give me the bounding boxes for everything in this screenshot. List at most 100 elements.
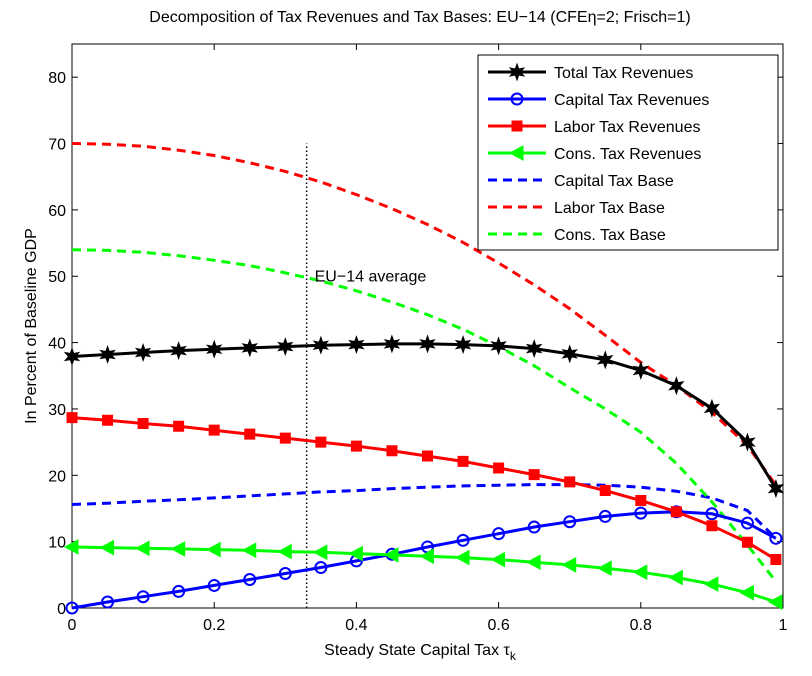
marker bbox=[99, 344, 116, 364]
marker bbox=[241, 338, 259, 358]
marker bbox=[741, 536, 753, 548]
marker bbox=[526, 554, 541, 571]
marker bbox=[598, 509, 612, 523]
y-tick-label: 20 bbox=[48, 468, 66, 485]
marker bbox=[705, 507, 719, 521]
marker bbox=[740, 516, 754, 530]
x-axis-label-sub: k bbox=[510, 649, 517, 663]
series-line bbox=[71, 510, 777, 610]
marker bbox=[314, 561, 328, 575]
marker bbox=[493, 462, 505, 474]
y-tick-label: 50 bbox=[48, 269, 66, 286]
marker bbox=[563, 515, 577, 529]
legend-label: Labor Tax Revenues bbox=[554, 119, 700, 136]
marker bbox=[596, 350, 614, 370]
marker bbox=[767, 594, 783, 610]
legend-marker bbox=[510, 92, 524, 106]
marker bbox=[490, 551, 506, 568]
marker bbox=[386, 445, 398, 457]
legend-label: Total Tax Revenues bbox=[554, 65, 693, 82]
marker bbox=[312, 335, 330, 355]
legend: Total Tax Revenues Capital Tax Revenues La… bbox=[477, 54, 779, 251]
marker bbox=[102, 414, 114, 426]
x-tick-label: 1 bbox=[779, 617, 788, 634]
marker bbox=[278, 566, 292, 580]
x-tick-label: 0.6 bbox=[487, 617, 509, 634]
marker bbox=[101, 595, 115, 609]
x-axis-label: Steady State Capital Tax τk bbox=[324, 642, 517, 663]
legend-marker bbox=[508, 62, 526, 82]
marker bbox=[703, 398, 721, 418]
marker bbox=[492, 527, 506, 541]
annotation: EU−14 average bbox=[315, 269, 427, 286]
marker bbox=[383, 334, 401, 354]
marker bbox=[457, 455, 469, 467]
marker bbox=[65, 601, 79, 615]
y-tick-label: 70 bbox=[48, 137, 66, 154]
marker bbox=[739, 432, 756, 452]
marker bbox=[134, 342, 152, 362]
chart-title: Decomposition of Tax Revenues and Tax Ba… bbox=[149, 9, 690, 26]
legend-label: Cons. Tax Base bbox=[554, 227, 666, 244]
marker bbox=[769, 531, 783, 545]
marker bbox=[206, 541, 221, 558]
marker bbox=[422, 450, 433, 462]
legend-marker bbox=[511, 120, 523, 132]
x-tick-label: 0.4 bbox=[345, 617, 367, 634]
marker bbox=[312, 544, 328, 561]
marker bbox=[241, 542, 257, 559]
y-tick-label: 0 bbox=[57, 601, 66, 618]
marker bbox=[564, 476, 576, 488]
marker bbox=[99, 539, 115, 556]
marker bbox=[635, 495, 647, 507]
marker bbox=[670, 506, 682, 518]
marker bbox=[668, 569, 683, 586]
marker bbox=[597, 560, 612, 577]
marker bbox=[173, 420, 185, 432]
legend-label: Labor Tax Base bbox=[554, 200, 665, 217]
x-axis-label-main: Steady State Capital Tax τ bbox=[324, 642, 510, 659]
marker bbox=[277, 337, 294, 357]
marker bbox=[205, 339, 223, 359]
marker bbox=[279, 432, 291, 444]
marker bbox=[599, 485, 611, 497]
y-tick-label: 40 bbox=[48, 336, 66, 353]
y-axis-label: In Percent of Baseline GDP bbox=[23, 228, 40, 424]
marker bbox=[243, 572, 257, 586]
marker bbox=[528, 469, 540, 481]
marker bbox=[63, 539, 79, 555]
marker bbox=[706, 520, 718, 532]
y-tick-label: 30 bbox=[48, 402, 66, 419]
marker bbox=[244, 428, 256, 440]
marker bbox=[739, 584, 754, 601]
x-tick-label: 0.8 bbox=[630, 617, 652, 634]
marker bbox=[383, 547, 399, 563]
marker bbox=[454, 335, 472, 355]
marker bbox=[703, 576, 719, 592]
marker bbox=[456, 533, 470, 547]
x-tick-label: 0 bbox=[68, 617, 77, 634]
marker bbox=[277, 543, 292, 560]
marker bbox=[208, 424, 220, 436]
marker bbox=[634, 506, 648, 520]
series-line bbox=[71, 483, 777, 540]
marker bbox=[136, 590, 150, 604]
marker bbox=[66, 412, 78, 424]
marker bbox=[632, 564, 648, 581]
marker bbox=[668, 376, 685, 396]
legend-label: Capital Tax Base bbox=[554, 173, 674, 190]
marker bbox=[525, 339, 543, 359]
series-line bbox=[71, 248, 778, 583]
marker bbox=[170, 341, 187, 361]
marker bbox=[137, 418, 149, 430]
marker bbox=[348, 545, 363, 562]
marker bbox=[561, 344, 578, 364]
marker bbox=[632, 361, 650, 381]
marker bbox=[561, 557, 577, 573]
marker bbox=[348, 335, 365, 355]
y-tick-label: 80 bbox=[48, 70, 66, 87]
marker bbox=[767, 479, 785, 499]
marker bbox=[172, 584, 186, 598]
y-tick-label: 60 bbox=[48, 203, 66, 220]
